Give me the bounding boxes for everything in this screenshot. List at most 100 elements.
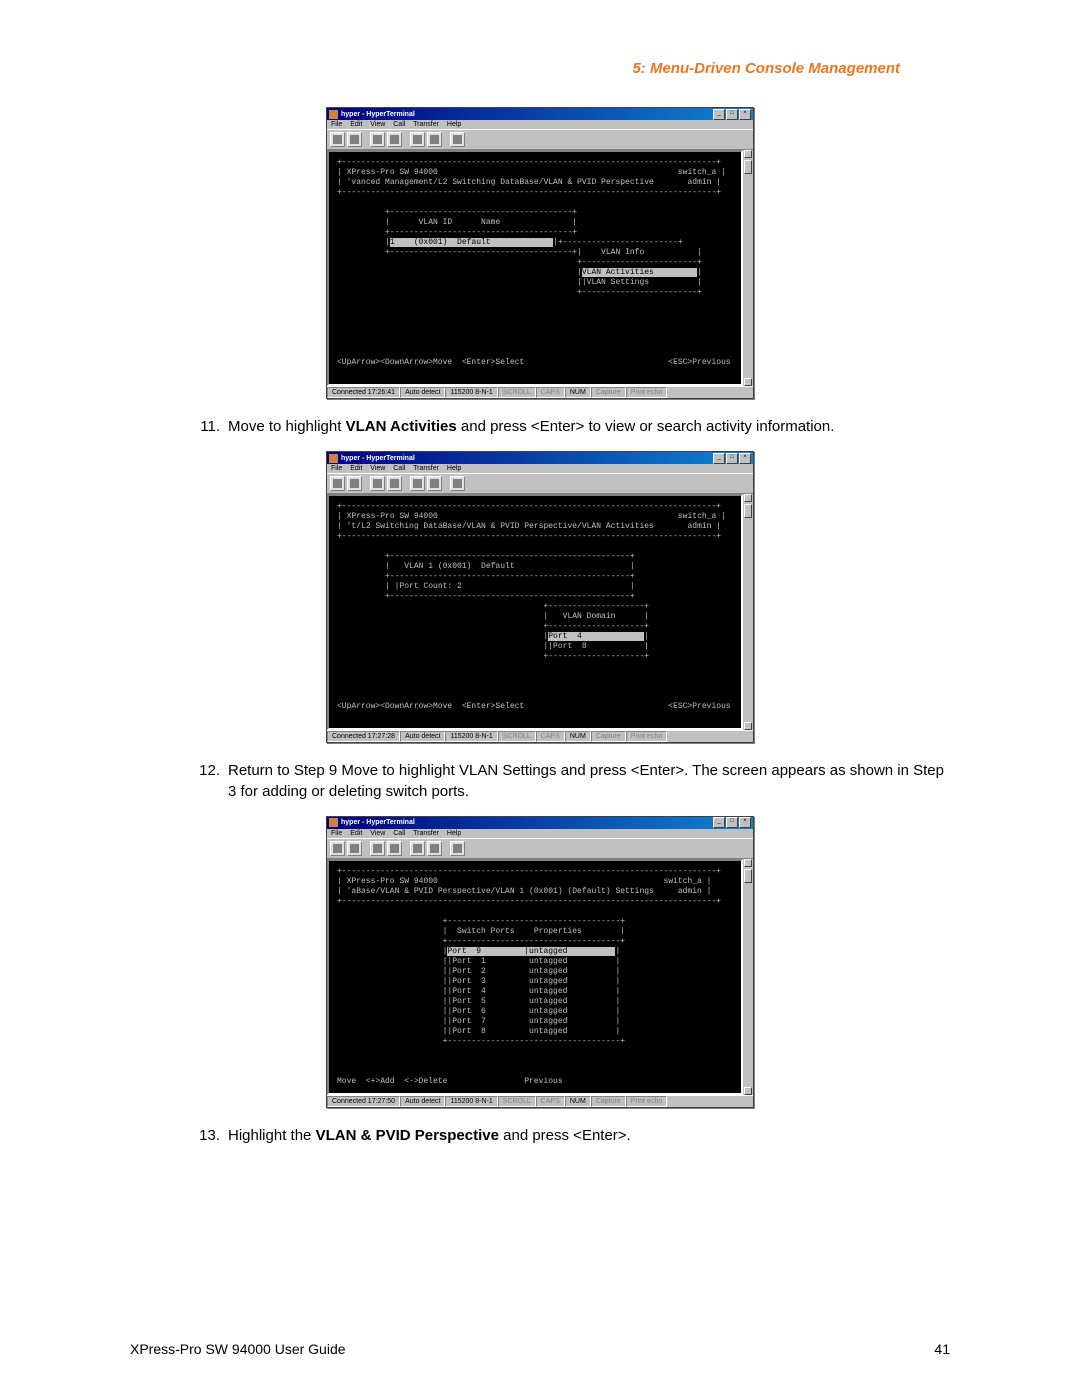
toolbar-button[interactable] bbox=[330, 132, 345, 147]
toolbar-button[interactable] bbox=[410, 132, 425, 147]
toolbar-button[interactable] bbox=[370, 476, 385, 491]
step-text: Highlight the VLAN & PVID Perspective an… bbox=[228, 1126, 950, 1146]
status-connected: Connected 17:26:41 bbox=[327, 387, 400, 398]
toolbar-button[interactable] bbox=[410, 476, 425, 491]
menu-call[interactable]: Call bbox=[393, 121, 405, 128]
menu-edit[interactable]: Edit bbox=[350, 465, 362, 472]
menu-help[interactable]: Help bbox=[447, 121, 461, 128]
menu-help[interactable]: Help bbox=[447, 830, 461, 837]
menu-file[interactable]: File bbox=[331, 830, 342, 837]
menubar: File Edit View Call Transfer Help bbox=[327, 120, 753, 129]
minimize-icon[interactable]: _ bbox=[713, 453, 725, 464]
page-footer: XPress-Pro SW 94000 User Guide 41 bbox=[130, 1341, 950, 1357]
toolbar-button[interactable] bbox=[370, 132, 385, 147]
minimize-icon[interactable]: _ bbox=[713, 817, 725, 828]
terminal-screen-3: +---------------------------------------… bbox=[327, 859, 743, 1095]
toolbar-button[interactable] bbox=[387, 476, 402, 491]
status-scroll: SCROLL bbox=[498, 731, 536, 742]
menu-transfer[interactable]: Transfer bbox=[413, 465, 439, 472]
status-printecho: Print echo bbox=[626, 731, 668, 742]
toolbar-button[interactable] bbox=[427, 476, 442, 491]
close-icon[interactable]: × bbox=[739, 817, 751, 828]
scrollbar[interactable] bbox=[742, 494, 753, 730]
menubar: File Edit View Call Transfer Help bbox=[327, 829, 753, 838]
minimize-icon[interactable]: _ bbox=[713, 109, 725, 120]
vlan-settings-item[interactable]: VLAN Settings bbox=[587, 278, 649, 287]
toolbar-button[interactable] bbox=[347, 476, 362, 491]
menu-edit[interactable]: Edit bbox=[350, 121, 362, 128]
maximize-icon[interactable]: □ bbox=[726, 109, 738, 120]
toolbar-button[interactable] bbox=[330, 476, 345, 491]
toolbar-button[interactable] bbox=[410, 841, 425, 856]
window-title: hyper - HyperTerminal bbox=[341, 111, 712, 118]
status-detect: Auto detect bbox=[400, 731, 445, 742]
status-scroll: SCROLL bbox=[498, 1096, 536, 1107]
hint-bar: <UpArrow><DownArrow>Move <Enter>Select <… bbox=[337, 702, 731, 711]
step-12: 12. Return to Step 9 Move to highlight V… bbox=[190, 761, 950, 802]
status-bar: Connected 17:27:50 Auto detect 115200 8-… bbox=[327, 1095, 753, 1107]
vlan-activities-item[interactable]: VLAN Activities bbox=[582, 268, 697, 277]
menu-view[interactable]: View bbox=[370, 121, 385, 128]
hint-bar: <UpArrow><DownArrow>Move <Enter>Select <… bbox=[337, 358, 731, 367]
toolbar-button[interactable] bbox=[450, 841, 465, 856]
vlan-domain-port8[interactable]: Port 8 bbox=[553, 642, 587, 651]
status-printecho: Print echo bbox=[626, 1096, 668, 1107]
hyperterminal-window-2: hyper - HyperTerminal _ □ × File Edit Vi… bbox=[326, 451, 754, 743]
vlan-domain-port4[interactable]: Port 4 bbox=[548, 632, 644, 641]
menu-file[interactable]: File bbox=[331, 121, 342, 128]
toolbar-button[interactable] bbox=[427, 841, 442, 856]
menu-transfer[interactable]: Transfer bbox=[413, 830, 439, 837]
terminal-screen-2: +---------------------------------------… bbox=[327, 494, 743, 730]
vlan-row-selected[interactable]: 1 (0x001) Default bbox=[390, 238, 553, 247]
menu-file[interactable]: File bbox=[331, 465, 342, 472]
footer-title: XPress-Pro SW 94000 User Guide bbox=[130, 1341, 346, 1357]
menu-view[interactable]: View bbox=[370, 830, 385, 837]
status-num: NUM bbox=[565, 387, 591, 398]
scrollbar[interactable] bbox=[742, 150, 753, 386]
chapter-title: 5: Menu-Driven Console Management bbox=[130, 60, 950, 77]
terminal-screen-1: +---------------------------------------… bbox=[327, 150, 743, 386]
maximize-icon[interactable]: □ bbox=[726, 453, 738, 464]
maximize-icon[interactable]: □ bbox=[726, 817, 738, 828]
status-baud: 115200 8-N-1 bbox=[445, 731, 497, 742]
menu-edit[interactable]: Edit bbox=[350, 830, 362, 837]
toolbar-button[interactable] bbox=[450, 132, 465, 147]
titlebar: hyper - HyperTerminal _ □ × bbox=[327, 817, 753, 829]
menu-help[interactable]: Help bbox=[447, 465, 461, 472]
status-bar: Connected 17:27:28 Auto detect 115200 8-… bbox=[327, 730, 753, 742]
titlebar: hyper - HyperTerminal _ □ × bbox=[327, 108, 753, 120]
status-detect: Auto detect bbox=[400, 387, 445, 398]
toolbar-button[interactable] bbox=[450, 476, 465, 491]
toolbar-button[interactable] bbox=[427, 132, 442, 147]
toolbar-button[interactable] bbox=[387, 841, 402, 856]
hyperterminal-window-3: hyper - HyperTerminal _ □ × File Edit Vi… bbox=[326, 816, 754, 1108]
status-scroll: SCROLL bbox=[498, 387, 536, 398]
status-caps: CAPS bbox=[536, 1096, 565, 1107]
toolbar-button[interactable] bbox=[387, 132, 402, 147]
toolbar-button[interactable] bbox=[330, 841, 345, 856]
app-icon bbox=[329, 454, 338, 463]
status-caps: CAPS bbox=[536, 387, 565, 398]
menu-call[interactable]: Call bbox=[393, 830, 405, 837]
window-title: hyper - HyperTerminal bbox=[341, 455, 712, 462]
toolbar bbox=[327, 838, 753, 859]
status-capture: Capture bbox=[591, 731, 626, 742]
status-printecho: Print echo bbox=[626, 387, 668, 398]
toolbar-button[interactable] bbox=[347, 132, 362, 147]
hyperterminal-window-1: hyper - HyperTerminal _ □ × File Edit Vi… bbox=[326, 107, 754, 399]
step-11: 11. Move to highlight VLAN Activities an… bbox=[190, 417, 950, 437]
menu-call[interactable]: Call bbox=[393, 465, 405, 472]
toolbar-button[interactable] bbox=[370, 841, 385, 856]
menu-transfer[interactable]: Transfer bbox=[413, 121, 439, 128]
menu-view[interactable]: View bbox=[370, 465, 385, 472]
status-baud: 115200 8-N-1 bbox=[445, 1096, 497, 1107]
toolbar-button[interactable] bbox=[347, 841, 362, 856]
status-baud: 115200 8-N-1 bbox=[445, 387, 497, 398]
status-capture: Capture bbox=[591, 387, 626, 398]
status-bar: Connected 17:26:41 Auto detect 115200 8-… bbox=[327, 386, 753, 398]
close-icon[interactable]: × bbox=[739, 453, 751, 464]
scrollbar[interactable] bbox=[742, 859, 753, 1095]
close-icon[interactable]: × bbox=[739, 109, 751, 120]
step-text: Return to Step 9 Move to highlight VLAN … bbox=[228, 761, 950, 802]
step-number: 13. bbox=[190, 1126, 228, 1146]
